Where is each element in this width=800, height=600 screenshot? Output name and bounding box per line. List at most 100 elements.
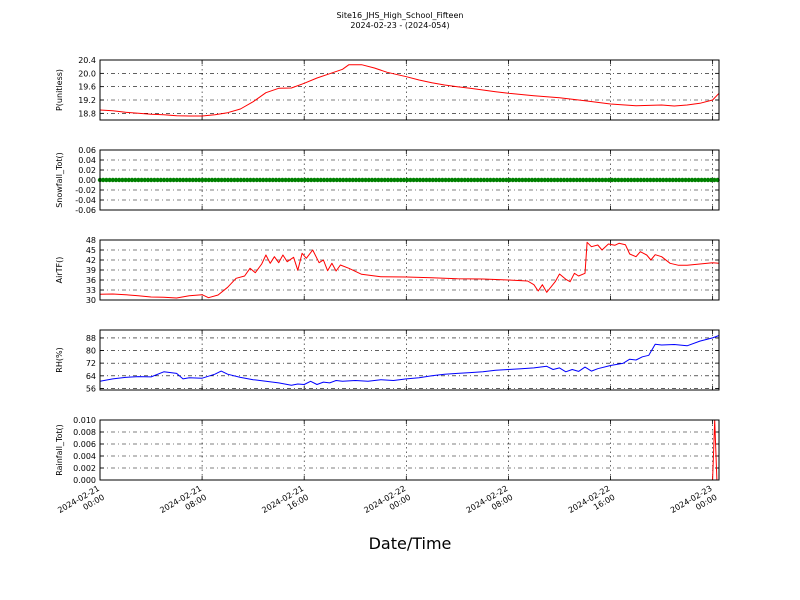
panel-2-point-59 [286,177,291,183]
panel-1-ylabel: P(unitless) [55,69,64,111]
panel-4-ytick-label-3: 80 [86,347,96,356]
panel-2-point-60 [289,177,295,183]
panel-2-point-118 [475,177,480,183]
panel-2-point-178 [667,177,672,183]
panel-2-point-99 [414,177,419,183]
panel-2-point-23 [171,177,176,183]
panel-2-point-3 [107,177,112,183]
panel-2-point-114 [462,177,467,183]
panel-2-point-65 [305,177,311,183]
panel-2-ytick-label-1: -0.04 [75,196,96,205]
panel-3-series-line [99,241,720,299]
panel-2-point-182 [680,177,685,183]
panel-2-point-168 [635,177,640,183]
panel-3-ytick-label-2: 36 [86,276,96,285]
panel-2-point-54 [270,177,275,183]
panel-5-ylabel: Rainfall_Tot() [55,424,64,476]
panel-2-point-186 [693,177,698,183]
panel-2-point-106 [437,177,442,183]
panel-2-point-46 [245,177,250,183]
panel-2-ytick-label-0: -0.06 [75,206,96,215]
panel-2-point-43 [235,177,240,183]
panel-2-ytick-label-4: 0.02 [78,166,96,175]
panel-1-frame [99,59,720,121]
panel-4-ylabel: RH(%) [55,347,64,372]
panel-2-point-49 [254,177,259,183]
panel-4-series-line [99,335,720,386]
panel-2-point-134 [526,177,531,183]
panel-2-point-147 [568,177,573,183]
panel-2-point-20 [161,177,167,183]
panel-3-ytick-label-3: 39 [86,266,96,275]
panel-2-point-73 [331,177,336,183]
panel-5-frame [99,419,720,481]
panel-2-point-163 [619,177,624,183]
panel-2-point-167 [632,177,637,183]
panel-2-point-48 [251,177,256,183]
panel-4-frame [99,329,720,391]
panel-2-point-13 [139,177,144,183]
panel-2-point-7 [120,177,125,183]
panel-2-point-22 [168,177,173,183]
panel-2-point-44 [238,177,243,183]
panel-2-point-64 [302,177,307,183]
panel-2-point-8 [123,177,128,183]
panel-4-ytick-label-1: 64 [86,372,96,381]
panel-2-point-101 [421,177,426,183]
panel-2-point-139 [542,177,547,183]
panel-2-point-6 [117,177,122,183]
panel-2-point-14 [142,177,147,183]
panel-2-point-67 [312,177,317,183]
panel-2-point-57 [280,177,285,183]
panel-2-point-126 [501,177,506,183]
panel-2-point-42 [232,177,237,183]
panel-2-point-61 [293,177,298,183]
panel-2-point-141 [549,177,554,183]
panel-2-point-87 [376,177,381,183]
panel-2-point-175 [657,177,663,183]
panel-2-point-119 [478,177,483,183]
panel-1-ytick-label-3: 20.0 [78,69,96,78]
panel-2-point-157 [600,177,605,183]
panel-2-point-133 [523,177,528,183]
panel-2-point-173 [651,177,656,183]
panel-2-point-18 [155,177,160,183]
panel-2-ytick-label-3: 0.00 [78,176,96,185]
panel-2-point-70 [321,177,327,183]
panel-2-point-149 [574,177,579,183]
panel-2-point-92 [392,177,397,183]
panel-2-point-66 [309,177,314,183]
panel-2-point-179 [670,177,675,183]
panel-2-point-19 [158,177,163,183]
panel-2-point-38 [219,177,224,183]
panel-2-point-68 [315,177,320,183]
panel-2-point-145 [561,177,567,183]
panel-2-point-183 [683,177,688,183]
panel-2-point-34 [206,177,211,183]
panel-3-ylabel: AirTF() [55,257,64,284]
panel-2-point-181 [677,177,682,183]
panel-2-point-103 [427,177,432,183]
panel-2-point-82 [360,177,365,183]
panel-4-ytick-label-0: 56 [86,384,96,393]
panel-2-point-79 [350,177,355,183]
panel-2-point-189 [702,177,707,183]
panel-2-point-172 [648,177,653,183]
panel-2-point-130 [513,177,519,183]
panel-2-point-177 [664,177,669,183]
panel-2-point-116 [469,177,474,183]
panel-2-point-136 [533,177,538,183]
panel-2-point-17 [152,177,157,183]
panel-2-point-41 [229,177,234,183]
panel-2-point-132 [520,177,525,183]
panel-2-point-166 [629,177,634,183]
panel-1-ytick-label-0: 18.8 [78,109,96,118]
panel-2-point-187 [696,177,701,183]
panel-3-ytick-label-6: 48 [86,236,96,245]
panel-2-point-30 [193,177,199,183]
panel-2-point-143 [555,177,560,183]
